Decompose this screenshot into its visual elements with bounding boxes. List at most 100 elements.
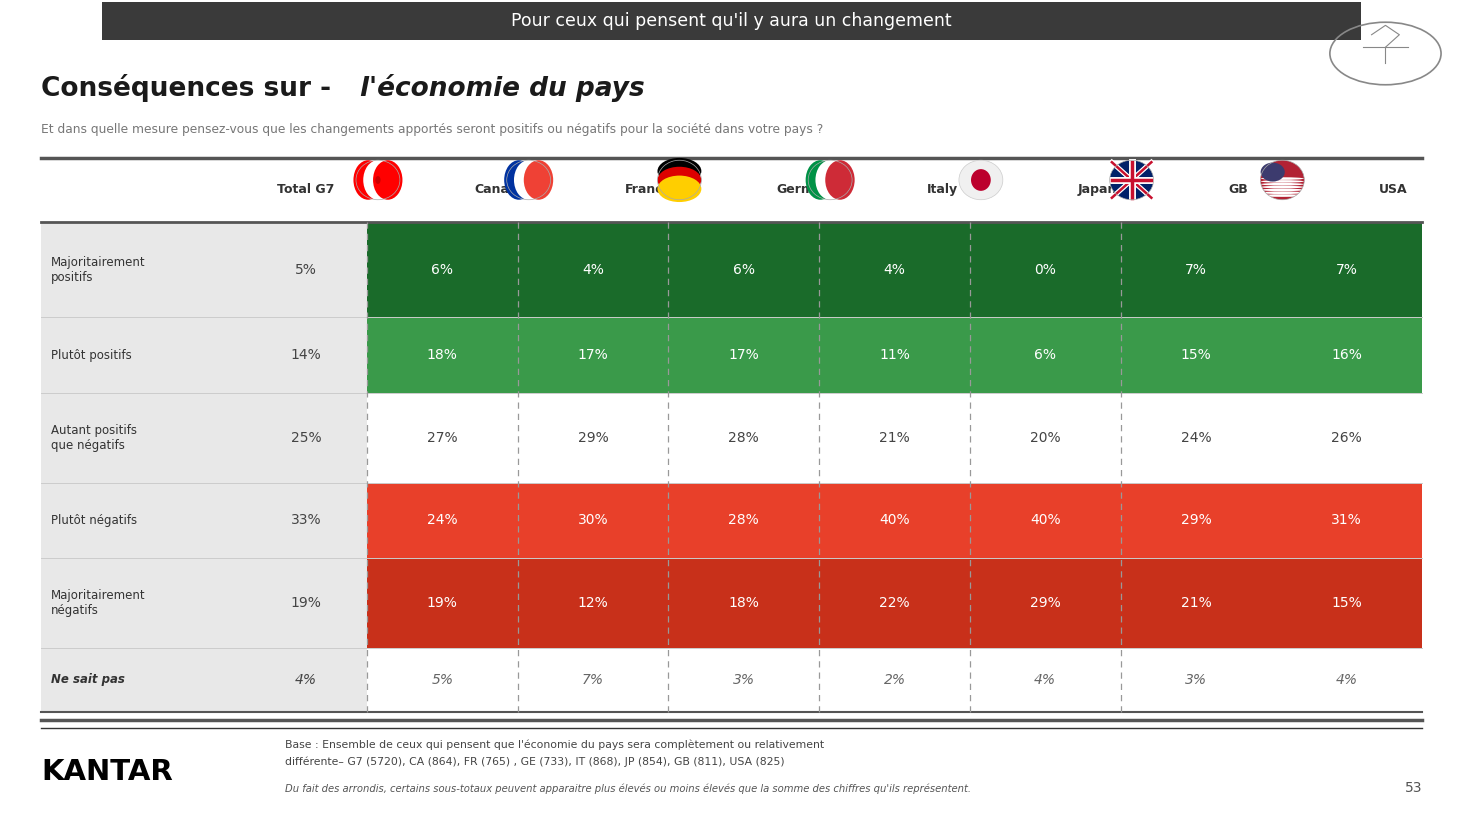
Bar: [1121, 318, 1271, 393]
Bar: [1121, 483, 1271, 558]
Text: 18%: 18%: [729, 596, 759, 610]
Text: Conséquences sur -: Conséquences sur -: [41, 74, 339, 102]
Bar: [41, 318, 367, 393]
Text: 4%: 4%: [884, 263, 906, 277]
Ellipse shape: [825, 160, 854, 200]
Ellipse shape: [1261, 183, 1304, 185]
Text: 3%: 3%: [733, 673, 755, 687]
Bar: [41, 158, 1422, 712]
Text: 24%: 24%: [1181, 430, 1211, 444]
Bar: [1271, 318, 1422, 393]
Text: USA: USA: [1378, 184, 1407, 197]
Bar: [518, 648, 669, 712]
Text: différente– G7 (5720), CA (864), FR (765) , GE (733), IT (868), JP (854), GB (81: différente– G7 (5720), CA (864), FR (765…: [285, 756, 786, 766]
Bar: [102, 2, 1361, 40]
Bar: [819, 558, 970, 648]
Text: Autant positifs
que négatifs: Autant positifs que négatifs: [51, 424, 136, 452]
Text: 17%: 17%: [578, 348, 609, 362]
Ellipse shape: [1109, 160, 1153, 200]
Bar: [819, 318, 970, 393]
Text: 4%: 4%: [582, 263, 604, 277]
Text: Canada: Canada: [474, 184, 527, 197]
Text: 28%: 28%: [729, 430, 759, 444]
Text: 40%: 40%: [879, 514, 910, 528]
Bar: [41, 648, 367, 712]
Bar: [1121, 393, 1271, 483]
Bar: [819, 648, 970, 712]
Ellipse shape: [1261, 194, 1304, 197]
Ellipse shape: [1261, 188, 1304, 191]
Bar: [41, 558, 367, 648]
Ellipse shape: [806, 160, 835, 200]
Text: 17%: 17%: [729, 348, 759, 362]
Text: Italy: Italy: [926, 184, 958, 197]
Text: 27%: 27%: [427, 430, 458, 444]
Bar: [669, 221, 819, 318]
Bar: [367, 558, 518, 648]
Bar: [367, 393, 518, 483]
Bar: [1121, 648, 1271, 712]
Bar: [669, 558, 819, 648]
Text: 21%: 21%: [1181, 596, 1211, 610]
Text: Pour ceux qui pensent qu'il y aura un changement: Pour ceux qui pensent qu'il y aura un ch…: [511, 12, 952, 30]
Text: Plutôt positifs: Plutôt positifs: [51, 349, 132, 361]
Bar: [970, 318, 1121, 393]
Text: Germany: Germany: [775, 184, 840, 197]
Text: 5%: 5%: [296, 263, 317, 277]
Bar: [41, 393, 367, 483]
Text: KANTAR: KANTAR: [41, 758, 173, 786]
Text: l'économie du pays: l'économie du pays: [360, 74, 645, 102]
Text: 0%: 0%: [1034, 263, 1056, 277]
Bar: [970, 393, 1121, 483]
Ellipse shape: [657, 175, 701, 202]
Text: 28%: 28%: [729, 514, 759, 528]
Ellipse shape: [354, 160, 383, 200]
Bar: [819, 393, 970, 483]
Bar: [1121, 558, 1271, 648]
Ellipse shape: [815, 160, 844, 200]
Ellipse shape: [1261, 160, 1305, 200]
Text: 12%: 12%: [578, 596, 609, 610]
Bar: [970, 221, 1121, 318]
Ellipse shape: [657, 167, 701, 193]
Bar: [1271, 558, 1422, 648]
Text: 7%: 7%: [1336, 263, 1358, 277]
Bar: [518, 221, 669, 318]
Text: Plutôt négatifs: Plutôt négatifs: [51, 514, 136, 527]
Ellipse shape: [1261, 177, 1304, 180]
Bar: [819, 483, 970, 558]
Text: 31%: 31%: [1331, 514, 1362, 528]
Bar: [1271, 221, 1422, 318]
Text: Ne sait pas: Ne sait pas: [51, 673, 124, 686]
Ellipse shape: [376, 176, 380, 184]
Text: 2%: 2%: [884, 673, 906, 687]
Text: 15%: 15%: [1181, 348, 1211, 362]
Bar: [970, 648, 1121, 712]
Bar: [518, 558, 669, 648]
Bar: [970, 558, 1121, 648]
Text: 7%: 7%: [582, 673, 604, 687]
Text: 6%: 6%: [733, 263, 755, 277]
Text: 33%: 33%: [291, 514, 322, 528]
Bar: [970, 483, 1121, 558]
Text: Majoritairement
négatifs: Majoritairement négatifs: [51, 589, 145, 617]
Ellipse shape: [363, 160, 392, 200]
Ellipse shape: [373, 160, 402, 200]
Text: 53: 53: [1404, 781, 1422, 796]
Ellipse shape: [524, 160, 553, 200]
Bar: [518, 318, 669, 393]
Text: 4%: 4%: [1034, 673, 1056, 687]
Text: 11%: 11%: [879, 348, 910, 362]
Bar: [367, 221, 518, 318]
Ellipse shape: [514, 160, 543, 200]
Bar: [669, 483, 819, 558]
Text: 24%: 24%: [427, 514, 458, 528]
Ellipse shape: [1261, 163, 1285, 182]
Text: 6%: 6%: [432, 263, 454, 277]
Text: 7%: 7%: [1185, 263, 1207, 277]
Bar: [1271, 648, 1422, 712]
Bar: [518, 393, 669, 483]
Text: 3%: 3%: [1185, 673, 1207, 687]
Bar: [367, 648, 518, 712]
Text: 16%: 16%: [1331, 348, 1362, 362]
